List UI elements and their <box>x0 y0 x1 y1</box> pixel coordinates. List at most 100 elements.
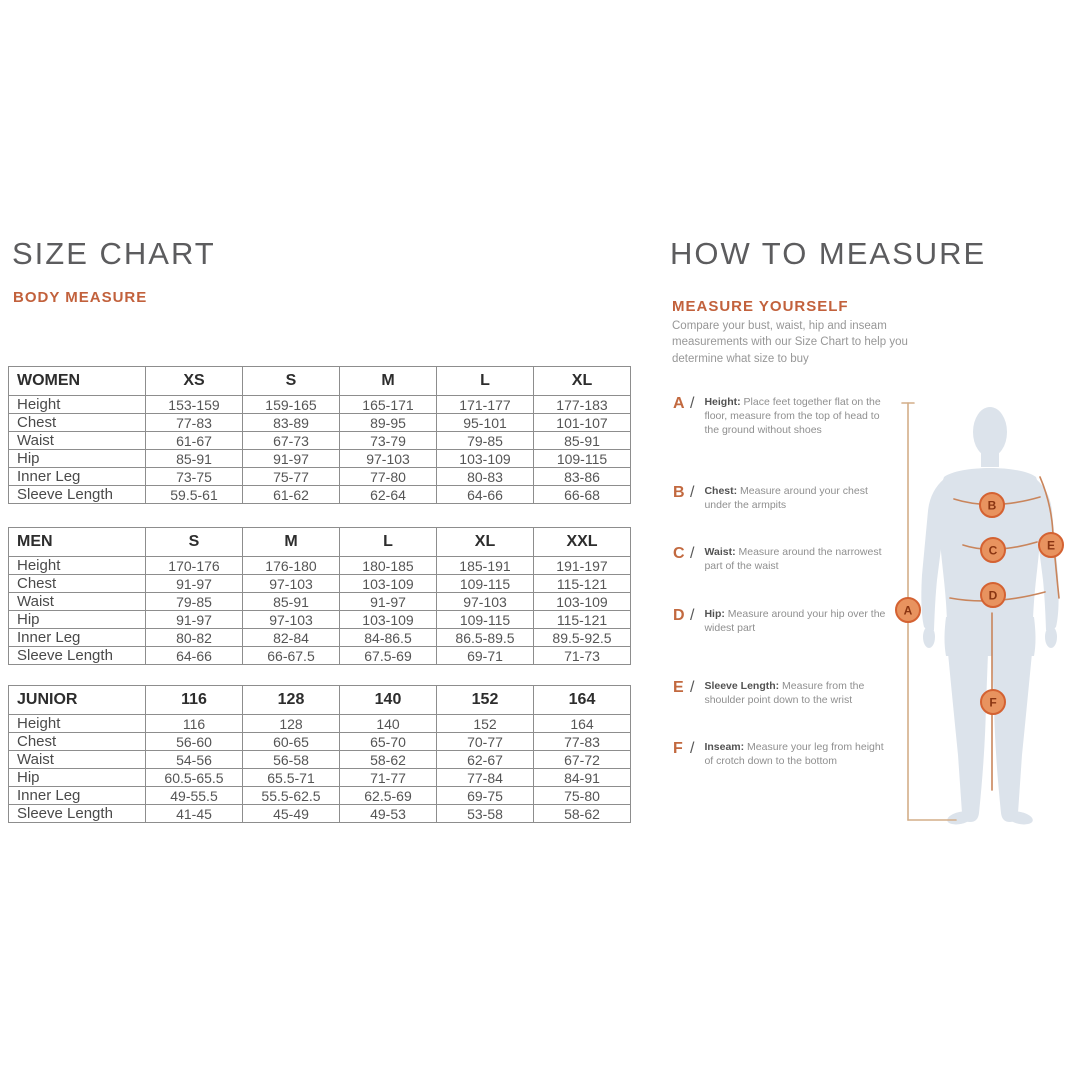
measurement-value: 62.5-69 <box>339 786 437 805</box>
measurement-value: 41-45 <box>145 804 243 823</box>
step-text: Waist: Measure around the narrowest part… <box>704 546 882 573</box>
size-column-header: XXL <box>533 527 631 557</box>
measurement-value: 85-91 <box>533 431 631 450</box>
table-row: Waist 79-85 85-91 91-97 97-103 103-109 <box>8 592 631 611</box>
table-row: Chest 56-60 60-65 65-70 70-77 77-83 <box>8 732 631 751</box>
measurement-value: 54-56 <box>145 750 243 769</box>
measurement-value: 66-67.5 <box>242 646 340 665</box>
row-label: Inner Leg <box>8 786 146 805</box>
table-row: Waist 61-67 67-73 73-79 79-85 85-91 <box>8 431 631 450</box>
measurement-value: 45-49 <box>242 804 340 823</box>
size-column-header: L <box>339 527 437 557</box>
marker-sleeve: E <box>1038 532 1064 558</box>
measurement-value: 61-62 <box>242 485 340 504</box>
measurement-value: 97-103 <box>436 592 534 611</box>
row-label: Hip <box>8 768 146 787</box>
row-label: Chest <box>8 574 146 593</box>
measurement-value: 67.5-69 <box>339 646 437 665</box>
row-label: Sleeve Length <box>8 646 146 665</box>
measurement-value: 62-64 <box>339 485 437 504</box>
step-letter: A <box>673 395 685 412</box>
table-row: Height 116 128 140 152 164 <box>8 714 631 733</box>
table-header-row: JUNIOR 116 128 140 152 164 <box>8 685 631 715</box>
measurement-value: 82-84 <box>242 628 340 647</box>
measurement-value: 86.5-89.5 <box>436 628 534 647</box>
measurement-value: 89-95 <box>339 413 437 432</box>
table-row: Inner Leg 80-82 82-84 84-86.5 86.5-89.5 89.5-… <box>8 628 631 647</box>
measurement-value: 65.5-71 <box>242 768 340 787</box>
measurement-value: 55.5-62.5 <box>242 786 340 805</box>
measurement-value: 61-67 <box>145 431 243 450</box>
slash-icon: / <box>690 484 695 501</box>
row-label: Hip <box>8 449 146 468</box>
measure-step-b: B / Chest: Measure around your chest under… <box>673 484 888 512</box>
marker-chest: B <box>979 492 1005 518</box>
svg-text:F: F <box>989 696 996 710</box>
row-label: Chest <box>8 413 146 432</box>
measurement-value: 153-159 <box>145 395 243 414</box>
measurement-value: 171-177 <box>436 395 534 414</box>
measurement-value: 159-165 <box>242 395 340 414</box>
diagram-markers: A B C D E F <box>895 492 1064 715</box>
measurement-value: 97-103 <box>242 574 340 593</box>
step-letter: F <box>673 740 683 757</box>
slash-icon: / <box>690 740 695 757</box>
measure-yourself-subtitle: MEASURE YOURSELF <box>672 298 849 315</box>
measurement-value: 69-71 <box>436 646 534 665</box>
measurement-value: 77-80 <box>339 467 437 486</box>
row-label: Chest <box>8 732 146 751</box>
measurement-value: 95-101 <box>436 413 534 432</box>
table-row: Height 153-159 159-165 165-171 171-177 177-18… <box>8 395 631 414</box>
measurement-value: 60.5-65.5 <box>145 768 243 787</box>
size-table-junior: JUNIOR 116 128 140 152 164 Height 116 128 140 152 1… <box>8 685 631 823</box>
step-letter: C <box>673 545 685 562</box>
measurement-value: 65-70 <box>339 732 437 751</box>
measurement-value: 80-83 <box>436 467 534 486</box>
measurement-value: 152 <box>436 714 534 733</box>
step-letter: E <box>673 679 684 696</box>
measurement-value: 79-85 <box>145 592 243 611</box>
row-label: Inner Leg <box>8 467 146 486</box>
measurement-value: 115-121 <box>533 610 631 629</box>
step-text: Chest: Measure around your chest under t… <box>704 485 868 512</box>
row-label: Sleeve Length <box>8 804 146 823</box>
measurement-value: 77-83 <box>145 413 243 432</box>
table-row: Inner Leg 73-75 75-77 77-80 80-83 83-86 <box>8 467 631 486</box>
size-column-header: 128 <box>242 685 340 715</box>
size-chart-title: SIZE CHART <box>12 236 216 271</box>
size-column-header: 164 <box>533 685 631 715</box>
size-column-header: L <box>436 366 534 396</box>
row-label: Waist <box>8 431 146 450</box>
measurement-value: 91-97 <box>242 449 340 468</box>
measurement-value: 49-55.5 <box>145 786 243 805</box>
marker-waist: C <box>980 537 1006 563</box>
measurement-value: 109-115 <box>436 610 534 629</box>
row-label: Inner Leg <box>8 628 146 647</box>
measurement-value: 80-82 <box>145 628 243 647</box>
size-column-header: 140 <box>339 685 437 715</box>
table-row: Sleeve Length 41-45 45-49 49-53 53-58 58-62 <box>8 804 631 823</box>
measurement-value: 67-72 <box>533 750 631 769</box>
measurement-value: 83-89 <box>242 413 340 432</box>
svg-text:B: B <box>988 499 997 513</box>
row-label: Height <box>8 395 146 414</box>
measurement-value: 176-180 <box>242 556 340 575</box>
table-row: Sleeve Length 64-66 66-67.5 67.5-69 69-71 71-… <box>8 646 631 665</box>
marker-height: A <box>895 597 921 623</box>
measurement-value: 165-171 <box>339 395 437 414</box>
step-text: Sleeve Length: Measure from the shoulder… <box>704 680 865 707</box>
measurement-value: 85-91 <box>145 449 243 468</box>
table-row: Hip 85-91 91-97 97-103 103-109 109-115 <box>8 449 631 468</box>
body-silhouette-shape <box>921 407 1059 825</box>
measurement-value: 56-58 <box>242 750 340 769</box>
svg-text:C: C <box>989 544 998 558</box>
measurement-value: 97-103 <box>242 610 340 629</box>
measurement-value: 185-191 <box>436 556 534 575</box>
measurement-value: 103-109 <box>339 610 437 629</box>
table-group-label: MEN <box>8 527 146 557</box>
measurement-value: 77-84 <box>436 768 534 787</box>
measurement-value: 91-97 <box>145 574 243 593</box>
size-column-header: S <box>145 527 243 557</box>
slash-icon: / <box>690 395 695 412</box>
